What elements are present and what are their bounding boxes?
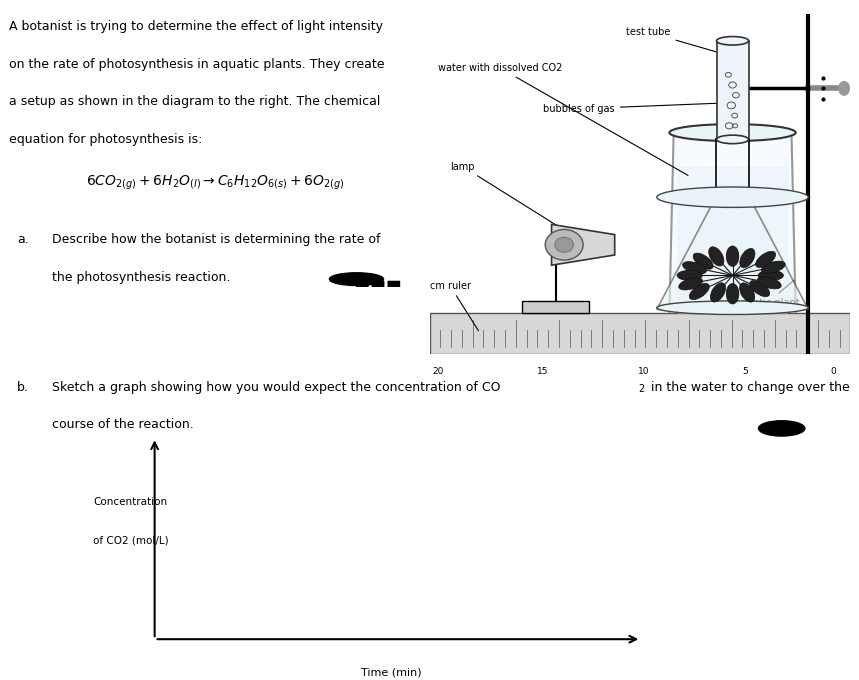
Ellipse shape <box>726 284 739 305</box>
Text: Concentration: Concentration <box>94 497 168 507</box>
Ellipse shape <box>726 245 739 265</box>
Bar <box>716 41 748 139</box>
Bar <box>430 313 850 354</box>
Text: cm ruler: cm ruler <box>430 281 478 331</box>
Circle shape <box>555 237 574 252</box>
Polygon shape <box>657 197 808 309</box>
Ellipse shape <box>685 262 709 275</box>
Text: 5: 5 <box>742 367 748 376</box>
Ellipse shape <box>758 421 805 436</box>
Text: course of the reaction.: course of the reaction. <box>52 418 193 431</box>
Ellipse shape <box>657 301 808 315</box>
Text: water with dissolved CO2: water with dissolved CO2 <box>438 63 688 175</box>
Ellipse shape <box>750 281 771 297</box>
Ellipse shape <box>839 82 850 95</box>
Text: lamp: lamp <box>450 162 575 237</box>
Ellipse shape <box>716 135 748 143</box>
Text: of CO2 (mol/L): of CO2 (mol/L) <box>94 535 169 545</box>
Ellipse shape <box>708 286 722 305</box>
Text: a setup as shown in the diagram to the right. The chemical: a setup as shown in the diagram to the r… <box>9 95 380 108</box>
Text: 2: 2 <box>638 384 644 394</box>
Text: test tube: test tube <box>626 27 746 61</box>
Text: Sketch a graph showing how you would expect the concentration of CO: Sketch a graph showing how you would exp… <box>52 381 500 394</box>
Ellipse shape <box>673 271 699 281</box>
Ellipse shape <box>693 282 713 298</box>
Ellipse shape <box>760 261 784 273</box>
Bar <box>522 301 589 313</box>
Text: on the rate of photosynthesis in aquatic plants. They create: on the rate of photosynthesis in aquatic… <box>9 58 384 71</box>
Ellipse shape <box>330 273 383 286</box>
Ellipse shape <box>763 278 787 290</box>
Ellipse shape <box>693 253 713 269</box>
Text: 15: 15 <box>538 367 549 376</box>
Text: aquatic plant: aquatic plant <box>735 281 800 307</box>
Text: Time (min): Time (min) <box>361 668 421 678</box>
Text: in the water to change over the: in the water to change over the <box>647 381 850 394</box>
Ellipse shape <box>709 247 724 267</box>
Text: equation for photosynthesis is:: equation for photosynthesis is: <box>9 133 202 146</box>
Text: 10: 10 <box>638 367 650 376</box>
Text: Describe how the botanist is determining the rate of: Describe how the botanist is determining… <box>52 233 380 246</box>
Ellipse shape <box>742 286 758 305</box>
Ellipse shape <box>657 187 808 207</box>
Ellipse shape <box>756 251 776 267</box>
Text: A botanist is trying to determine the effect of light intensity: A botanist is trying to determine the ef… <box>9 20 382 33</box>
Text: the photosynthesis reaction.: the photosynthesis reaction. <box>52 271 230 284</box>
Ellipse shape <box>683 277 706 289</box>
Ellipse shape <box>740 249 754 269</box>
Text: 0: 0 <box>831 367 837 376</box>
Text: a.: a. <box>17 233 29 246</box>
Text: $6CO_{2(g)} + 6H_2O_{(l)} \rightarrow C_6H_{12}O_{6(s)} + 6O_{2(g)}$: $6CO_{2(g)} + 6H_2O_{(l)} \rightarrow C_… <box>86 173 344 192</box>
Ellipse shape <box>756 271 781 281</box>
Text: b.: b. <box>17 381 29 394</box>
Polygon shape <box>551 224 615 265</box>
Text: bubbles of gas: bubbles of gas <box>543 102 746 114</box>
Text: ▬▬▬: ▬▬▬ <box>344 274 401 292</box>
Circle shape <box>545 230 583 260</box>
Ellipse shape <box>716 37 748 45</box>
Ellipse shape <box>669 124 795 141</box>
Text: 20: 20 <box>432 367 443 376</box>
Polygon shape <box>669 133 795 313</box>
